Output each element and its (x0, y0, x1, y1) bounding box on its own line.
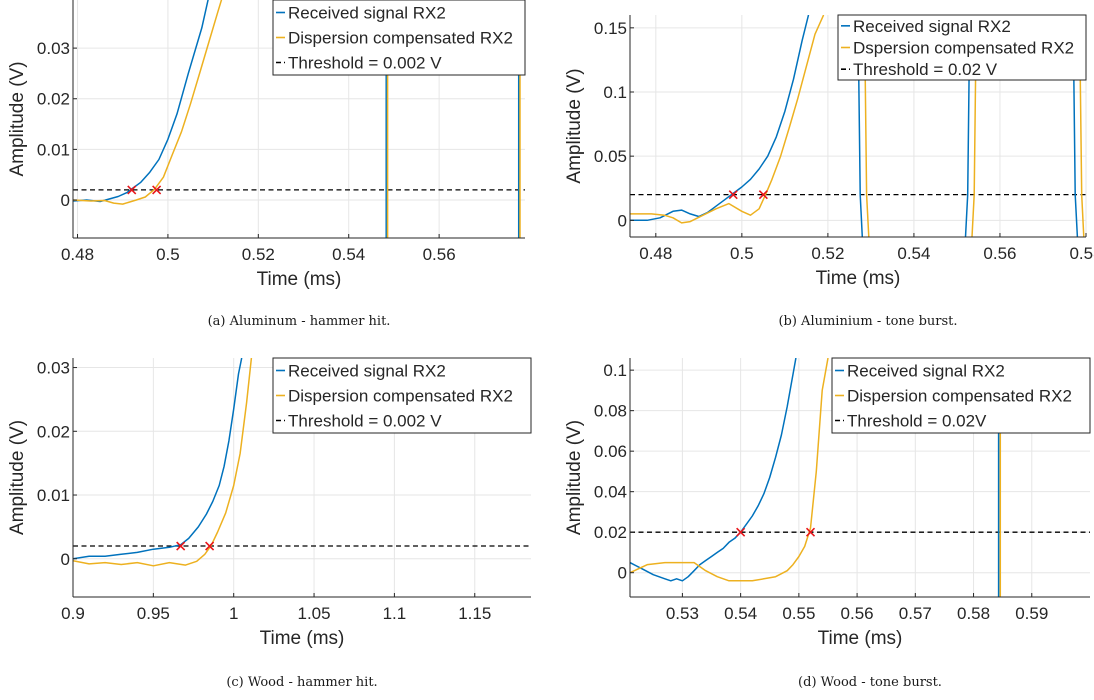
legend-entry: Received signal RX2 (288, 4, 446, 23)
y-tick-label: 0.1 (603, 83, 627, 102)
legend-entry: Dspersion compensated RX2 (853, 39, 1074, 58)
y-tick-label: 0.08 (594, 402, 627, 421)
subfigure-caption: (c) Wood - hammer hit. (226, 675, 377, 690)
y-tick-label: 0.04 (594, 483, 627, 502)
y-tick-label: 0 (61, 191, 70, 210)
x-axis-label: Time (ms) (816, 268, 901, 289)
y-axis-label: Amplitude (V) (564, 68, 585, 183)
x-tick-label: 0.95 (137, 604, 170, 623)
x-tick-label: 0.59 (1015, 604, 1048, 623)
x-tick-label: 0.55 (782, 604, 815, 623)
legend-entry: Received signal RX2 (853, 17, 1011, 36)
y-axis-label: Amplitude (V) (7, 61, 28, 176)
subplot-4: 0.53 0.54 0.55 0.56 0.57 0.58 0.59 0 0.02 0.04 0.0… (564, 357, 1091, 690)
y-tick-label: 0.15 (594, 19, 627, 38)
x-axis-label: Time (ms) (260, 628, 345, 649)
x-tick-label: 0.5 (730, 244, 754, 263)
legend-entry: Dispersion compensated RX2 (288, 29, 513, 48)
y-tick-label: 0 (618, 211, 627, 230)
series-line (73, 0, 223, 205)
x-tick-label: 0.56 (423, 245, 456, 264)
series-line (630, 358, 797, 582)
x-tick-label: 0.58 (957, 604, 990, 623)
y-tick-label: 0.03 (37, 359, 70, 378)
legend-entry: Threshold = 0.002 V (288, 412, 442, 431)
x-tick-label: 0.56 (841, 604, 874, 623)
x-tick-label: 0.48 (61, 245, 94, 264)
y-tick-label: 0 (618, 564, 627, 583)
legend: Received signal RX2 Dispersion compensate… (272, 357, 532, 434)
series-line (630, 358, 829, 582)
series-line (73, 0, 209, 203)
y-tick-label: 0.02 (594, 523, 627, 542)
x-tick-label: 0.53 (666, 604, 699, 623)
crossing-marker (758, 190, 768, 200)
legend-entry: Received signal RX2 (847, 362, 1005, 381)
subplot-1: 0.48 0.5 0.52 0.54 0.56 0 0.01 0.02 0.03 Time (ms… (7, 0, 526, 329)
legend-box (831, 357, 1091, 434)
legend-entry: Threshold = 0.02V (847, 412, 987, 431)
y-tick-label: 0.02 (37, 90, 70, 109)
crossing-marker (736, 527, 746, 537)
x-tick-label: 1 (229, 604, 238, 623)
subfigure-caption: (d) Wood - tone burst. (798, 675, 942, 690)
legend-box (272, 0, 526, 76)
y-tick-label: 0.01 (37, 140, 70, 159)
x-tick-label: 1.15 (458, 604, 491, 623)
x-tick-label: 1.1 (383, 604, 407, 623)
legend-entry: Threshold = 0.02 V (853, 60, 998, 79)
crossing-marker (728, 190, 738, 200)
y-tick-label: 0.03 (37, 39, 70, 58)
subfigure-caption: (b) Aluminium - tone burst. (778, 314, 957, 329)
y-tick-label: 0.1 (603, 361, 627, 380)
x-tick-label: 0.5 (156, 245, 180, 264)
legend-entry: Threshold = 0.002 V (288, 54, 442, 73)
x-tick-label: 0.48 (639, 244, 672, 263)
series-line (73, 358, 253, 567)
y-tick-label: 0.01 (37, 486, 70, 505)
x-tick-label: 0.54 (724, 604, 757, 623)
x-tick-label: 0.54 (897, 244, 930, 263)
crossing-marker (127, 185, 137, 195)
legend: Received signal RX2 Dspersion compensated… (837, 14, 1087, 81)
legend-box (837, 14, 1087, 81)
crossing-marker (205, 541, 215, 551)
series-line (630, 15, 825, 224)
legend: Received signal RX2 Dispersion compensate… (272, 0, 526, 76)
x-tick-label: 1.05 (298, 604, 331, 623)
x-axis-label: Time (ms) (257, 269, 342, 290)
subplot-2: 0.48 0.5 0.52 0.54 0.56 0.58 0 0.05 0.1 0.15 Time … (564, 14, 1094, 329)
subplot-3: 0.9 0.95 1 1.05 1.1 1.15 0 0.01 0.02 0.03 Time (ms… (7, 357, 532, 690)
y-axis-label: Amplitude (V) (564, 420, 585, 535)
x-tick-label: 0.9 (61, 604, 85, 623)
y-tick-label: 0.05 (594, 147, 627, 166)
crossing-marker (152, 185, 162, 195)
x-tick-label: 0.56 (983, 244, 1016, 263)
x-tick-label: 0.57 (899, 604, 932, 623)
y-axis-label: Amplitude (V) (7, 420, 28, 535)
crossing-marker (176, 541, 186, 551)
x-tick-label: 0.52 (811, 244, 844, 263)
legend: Received signal RX2 Dispersion compensate… (831, 357, 1091, 434)
y-tick-label: 0.02 (37, 422, 70, 441)
legend-box (272, 357, 532, 434)
series-line (73, 358, 243, 560)
y-tick-label: 0.06 (594, 442, 627, 461)
crossing-marker (805, 527, 816, 537)
series-line (630, 15, 810, 222)
subfigure-caption: (a) Aluminum - hammer hit. (208, 314, 391, 329)
y-tick-label: 0 (61, 550, 70, 569)
legend-entry: Dispersion compensated RX2 (288, 387, 513, 406)
x-tick-label: 0.58 (1069, 244, 1094, 263)
x-tick-label: 0.54 (332, 245, 365, 264)
legend-entry: Received signal RX2 (288, 362, 446, 381)
legend-entry: Dispersion compensated RX2 (847, 387, 1072, 406)
x-axis-label: Time (ms) (818, 628, 903, 649)
x-tick-label: 0.52 (242, 245, 275, 264)
